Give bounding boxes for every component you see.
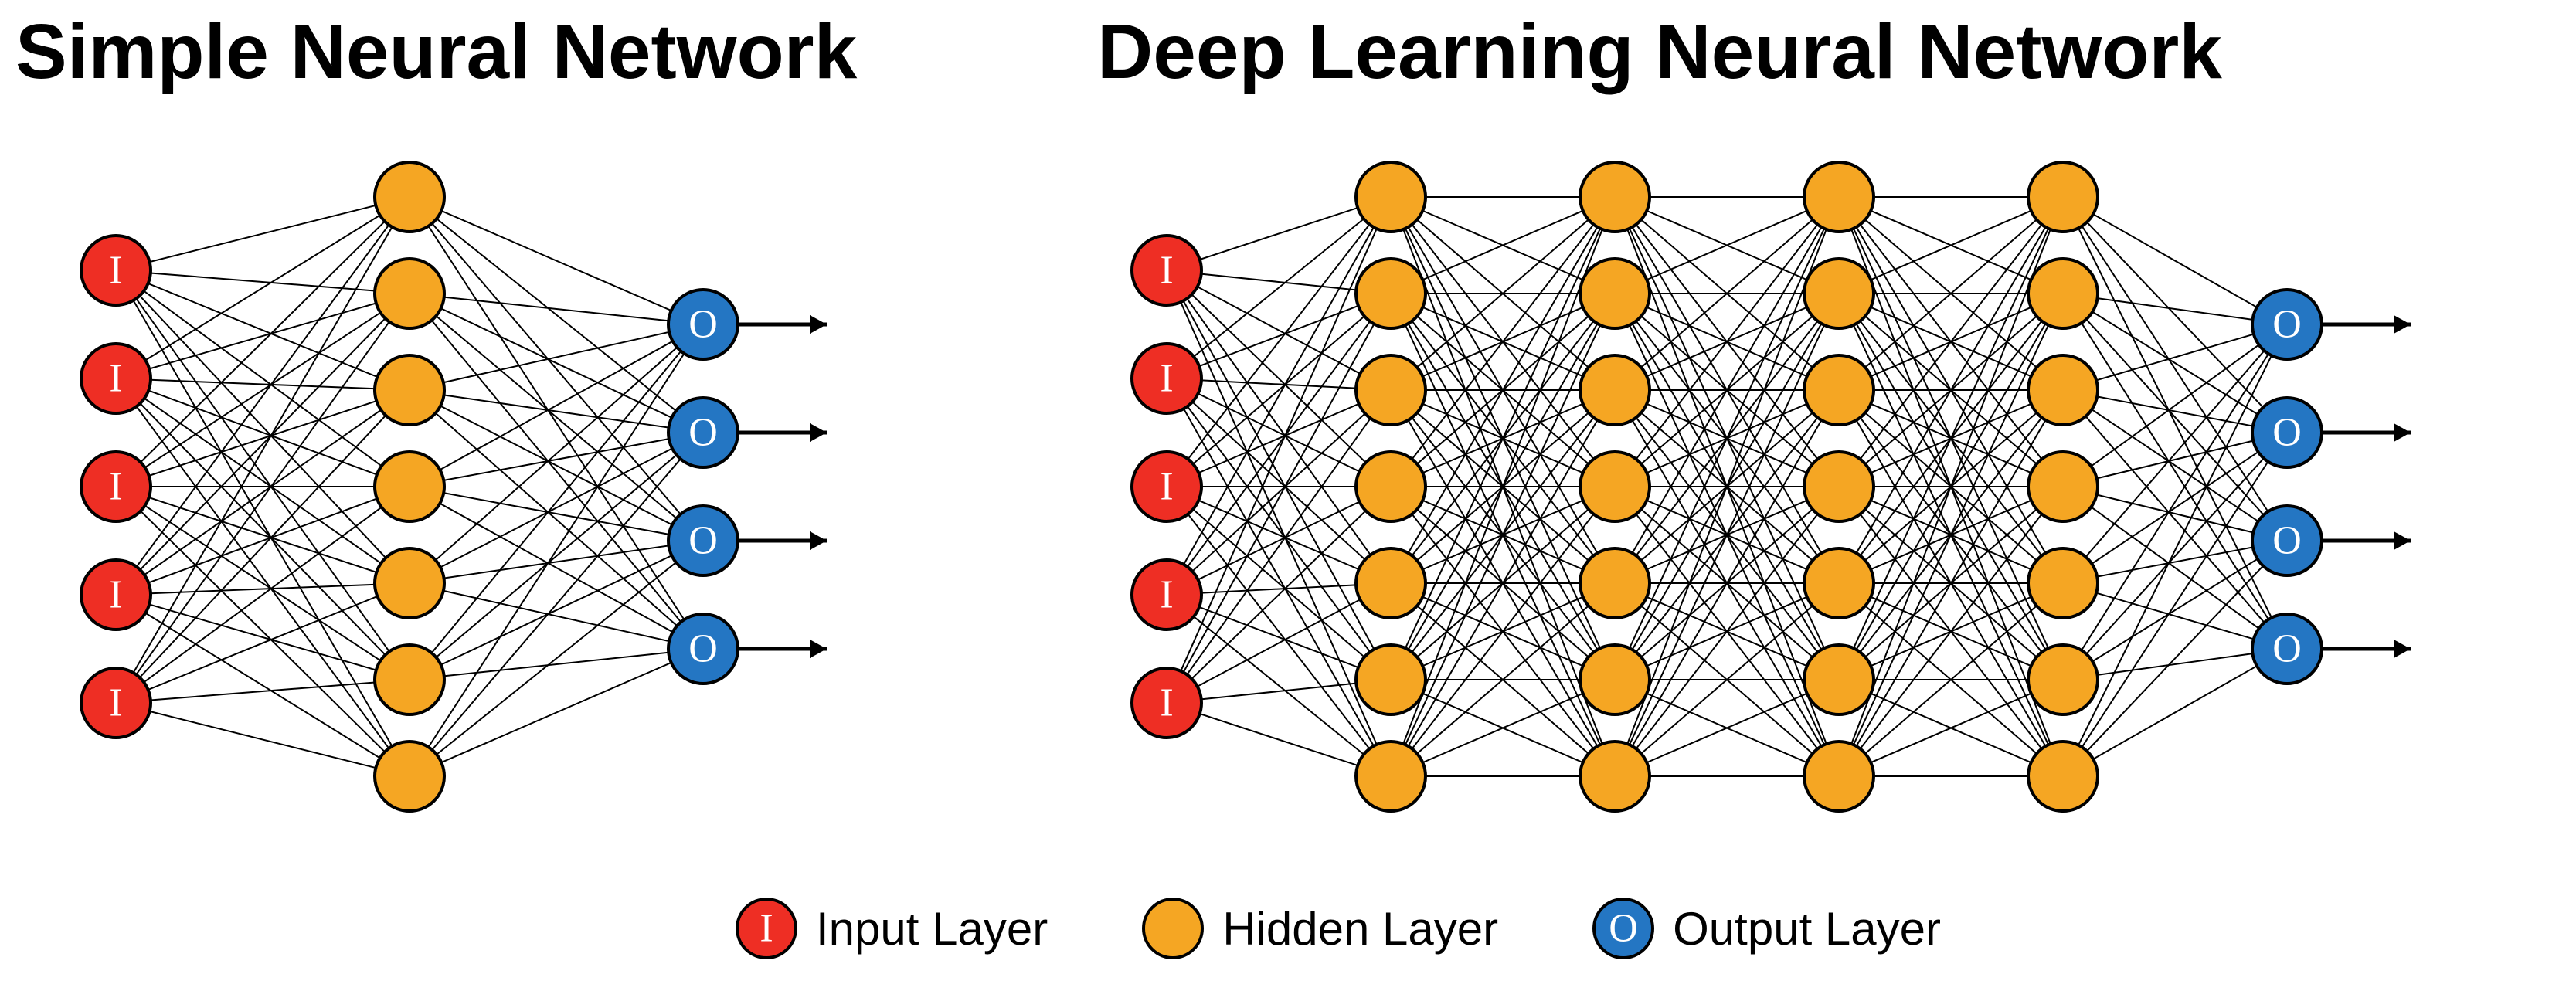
hidden-node (2028, 548, 2098, 618)
diagram-deep-learning-neural-network: I I I I I O O O O (1097, 116, 2550, 857)
hidden-node (2028, 742, 2098, 811)
title-deep-learning-neural-network: Deep Learning Neural Network (1097, 8, 2222, 97)
input-node: I (81, 668, 151, 738)
hidden-node (1580, 355, 1650, 425)
hidden-node (1804, 162, 1874, 232)
hidden-node (375, 452, 444, 521)
title-simple-neural-network: Simple Neural Network (15, 8, 857, 97)
output-node: O (668, 506, 738, 575)
legend-item-hidden: Hidden Layer (1140, 896, 1498, 961)
input-node: I (1132, 236, 1201, 305)
svg-text:I: I (760, 907, 773, 951)
hidden-node (2028, 355, 2098, 425)
svg-text:I: I (109, 681, 122, 725)
diagram-simple-neural-network: I I I I I O O O O (46, 116, 974, 857)
output-node: O (2252, 290, 2322, 359)
output-node: O (2252, 506, 2322, 575)
svg-text:I: I (109, 249, 122, 293)
hidden-node (375, 355, 444, 425)
hidden-node (1580, 742, 1650, 811)
output-arrows (2287, 315, 2411, 658)
legend-item-input: I Input Layer (734, 896, 1048, 961)
hidden-node (1580, 162, 1650, 232)
hidden-node (1356, 355, 1426, 425)
hidden-node (2028, 162, 2098, 232)
hidden-node (1804, 259, 1874, 328)
legend-item-output: O Output Layer (1591, 896, 1941, 961)
hidden-node (1804, 645, 1874, 714)
hidden-node (1580, 645, 1650, 714)
hidden-node (2028, 452, 2098, 521)
hidden-node (1804, 355, 1874, 425)
hidden-node (375, 645, 444, 714)
hidden-node (1804, 742, 1874, 811)
output-node: O (2252, 614, 2322, 684)
output-node: O (2252, 398, 2322, 467)
hidden-node (375, 259, 444, 328)
hidden-node (1580, 548, 1650, 618)
svg-text:I: I (109, 357, 122, 401)
svg-text:O: O (2272, 303, 2302, 347)
hidden-swatch-icon (1140, 896, 1205, 961)
hidden-node (1356, 742, 1426, 811)
svg-text:O: O (2272, 411, 2302, 455)
input-node: I (1132, 452, 1201, 521)
svg-text:O: O (688, 411, 718, 455)
edges (1167, 197, 2287, 776)
output-node: O (668, 614, 738, 684)
hidden-node (375, 742, 444, 811)
hidden-node (1356, 162, 1426, 232)
input-swatch-icon: I (734, 896, 799, 961)
output-swatch-icon: O (1591, 896, 1656, 961)
svg-text:I: I (1160, 357, 1173, 401)
hidden-node (1356, 259, 1426, 328)
input-node: I (1132, 344, 1201, 413)
svg-text:O: O (688, 519, 718, 563)
hidden-node (2028, 259, 2098, 328)
output-arrows (703, 315, 827, 658)
hidden-node (1356, 645, 1426, 714)
legend-label: Output Layer (1673, 902, 1941, 955)
input-node: I (1132, 560, 1201, 630)
output-node: O (668, 398, 738, 467)
input-node: I (81, 452, 151, 521)
hidden-node (2028, 645, 2098, 714)
svg-text:O: O (688, 627, 718, 671)
svg-text:O: O (688, 303, 718, 347)
hidden-node (375, 162, 444, 232)
input-node: I (81, 560, 151, 630)
svg-text:O: O (2272, 519, 2302, 563)
legend-label: Input Layer (816, 902, 1048, 955)
hidden-node (1356, 452, 1426, 521)
hidden-node (1804, 548, 1874, 618)
svg-text:I: I (1160, 573, 1173, 617)
hidden-node (1804, 452, 1874, 521)
hidden-node (375, 548, 444, 618)
svg-text:O: O (2272, 627, 2302, 671)
output-node: O (668, 290, 738, 359)
input-node: I (1132, 668, 1201, 738)
input-node: I (81, 236, 151, 305)
canvas: Simple Neural Network Deep Learning Neur… (0, 0, 2576, 991)
svg-text:I: I (109, 573, 122, 617)
legend: I Input Layer Hidden Layer O Output Layer (734, 896, 1941, 961)
hidden-node (1356, 548, 1426, 618)
svg-text:I: I (1160, 681, 1173, 725)
hidden-node (1580, 259, 1650, 328)
svg-text:I: I (109, 465, 122, 509)
svg-text:I: I (1160, 249, 1173, 293)
svg-text:I: I (1160, 465, 1173, 509)
legend-label: Hidden Layer (1222, 902, 1498, 955)
input-node: I (81, 344, 151, 413)
hidden-node (1580, 452, 1650, 521)
svg-text:O: O (1609, 907, 1638, 951)
